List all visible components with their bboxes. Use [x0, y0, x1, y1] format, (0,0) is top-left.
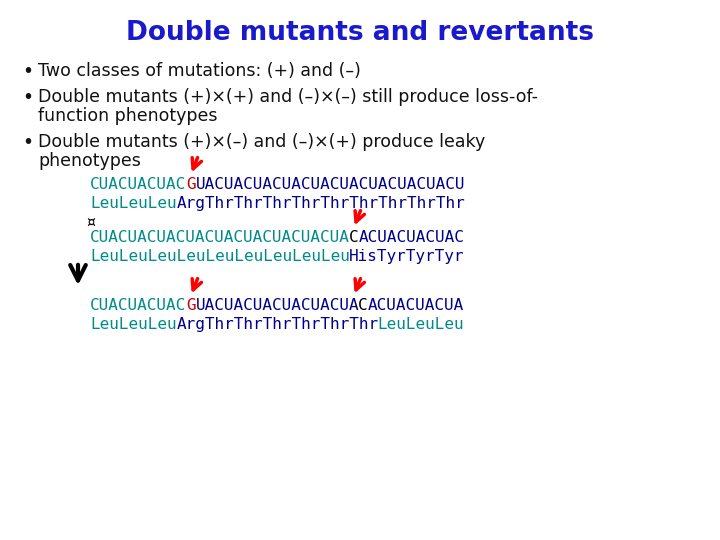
- Text: G: G: [186, 298, 195, 313]
- Text: Double mutants (+)×(–) and (–)×(+) produce leaky: Double mutants (+)×(–) and (–)×(+) produ…: [38, 133, 485, 151]
- Text: phenotypes: phenotypes: [38, 152, 141, 170]
- Text: CUACUACUAC: CUACUACUAC: [90, 177, 186, 192]
- Text: •: •: [22, 88, 33, 107]
- Text: •: •: [22, 62, 33, 81]
- Text: Double mutants and revertants: Double mutants and revertants: [126, 20, 594, 46]
- Text: UACUACUACUACUACUACUACUACUACU: UACUACUACUACUACUACUACUACUACU: [195, 177, 465, 192]
- Text: G: G: [186, 177, 195, 192]
- Text: function phenotypes: function phenotypes: [38, 107, 217, 125]
- Text: C: C: [348, 230, 359, 245]
- Text: Double mutants (+)×(+) and (–)×(–) still produce loss-of-: Double mutants (+)×(+) and (–)×(–) still…: [38, 88, 538, 106]
- Text: •: •: [22, 133, 33, 152]
- Text: CUACUACUACUACUACUACUACUACUA: CUACUACUACUACUACUACUACUACUA: [90, 230, 350, 245]
- Text: LeuLeuLeu: LeuLeuLeu: [90, 317, 176, 332]
- Text: ACUACUACUAC: ACUACUACUAC: [359, 230, 464, 245]
- Text: ArgThrThrThrThrThrThr: ArgThrThrThrThrThrThr: [176, 317, 379, 332]
- Text: LeuLeuLeu: LeuLeuLeu: [377, 317, 464, 332]
- Text: LeuLeuLeuLeuLeuLeuLeuLeuLeu: LeuLeuLeuLeuLeuLeuLeuLeuLeu: [90, 249, 350, 264]
- Text: ¤: ¤: [85, 214, 96, 232]
- Text: Two classes of mutations: (+) and (–): Two classes of mutations: (+) and (–): [38, 62, 361, 80]
- Text: UACUACUACUACUACUA: UACUACUACUACUACUA: [195, 298, 359, 313]
- Text: C: C: [359, 298, 368, 313]
- Text: ACUACUACUA: ACUACUACUA: [368, 298, 464, 313]
- Text: CUACUACUAC: CUACUACUAC: [90, 298, 186, 313]
- Text: ArgThrThrThrThrThrThrThrThrThr: ArgThrThrThrThrThrThrThrThrThr: [176, 196, 465, 211]
- Text: LeuLeuLeu: LeuLeuLeu: [90, 196, 176, 211]
- Text: HisTyrTyrTyr: HisTyrTyrTyr: [348, 249, 464, 264]
